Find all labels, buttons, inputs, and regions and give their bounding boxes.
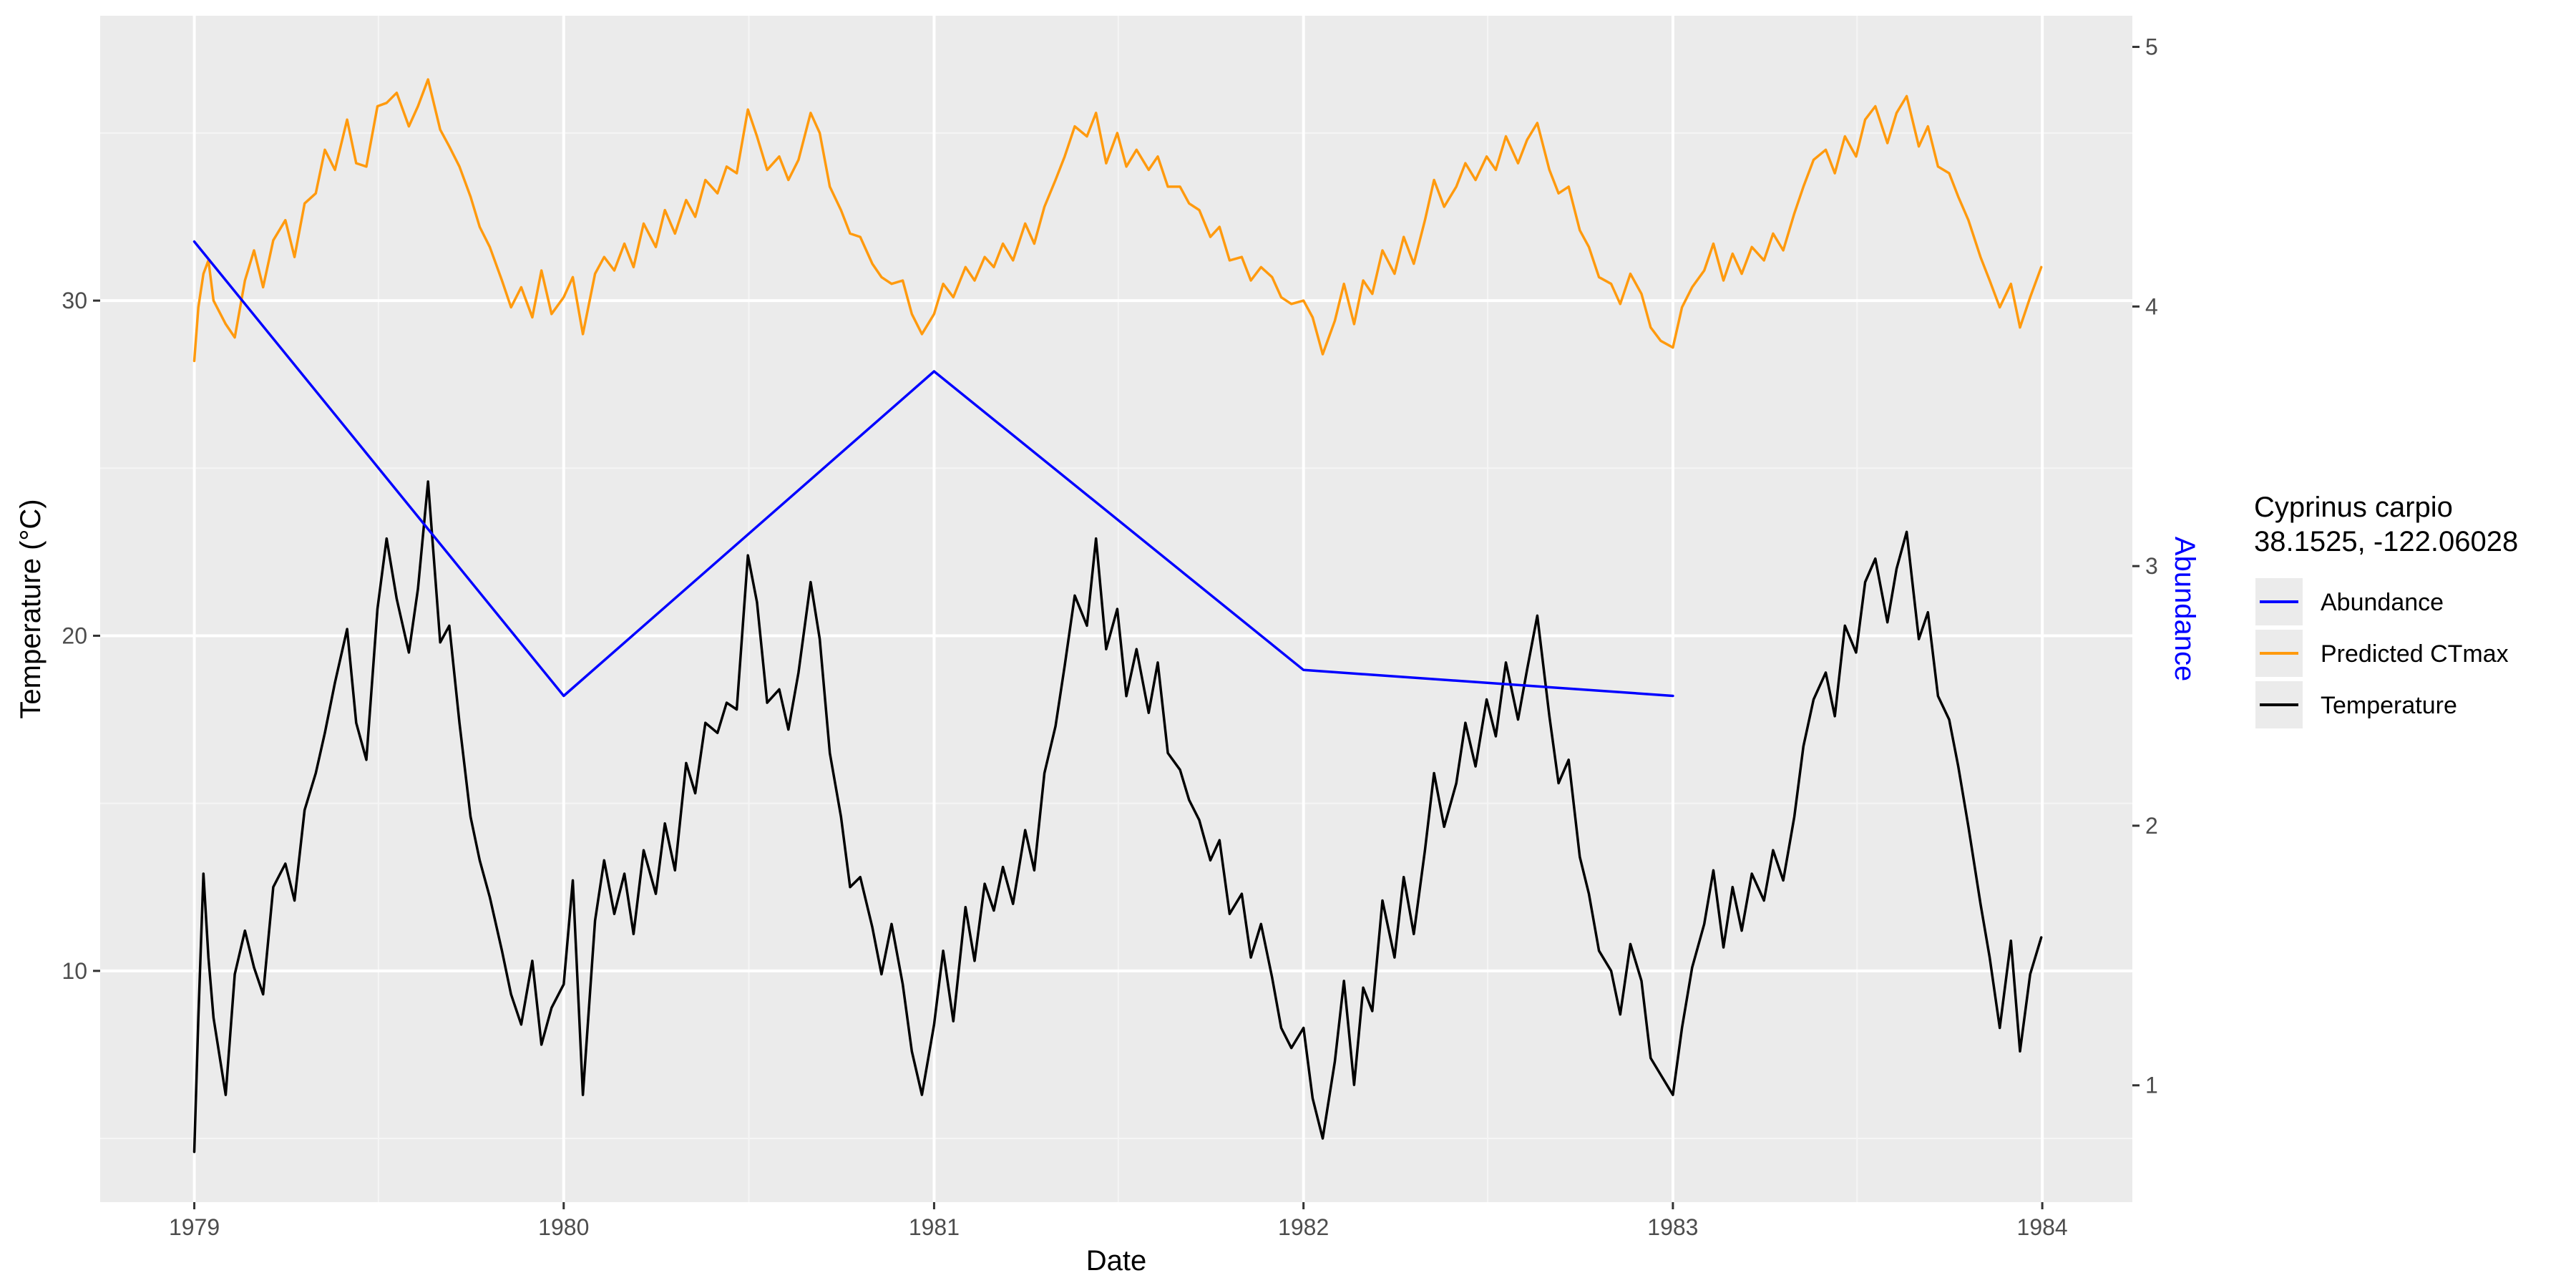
y2-tick-label: 1 xyxy=(2145,1073,2158,1098)
y-tick-label: 10 xyxy=(62,958,87,984)
y2-tick-label: 5 xyxy=(2145,34,2158,60)
axes: 10 20 30 1979 1980 1981 1982 1983 1984 1 2 3 4 5 xyxy=(62,34,2157,1240)
x-tick-label: 1980 xyxy=(538,1214,589,1240)
x-tick-label: 1982 xyxy=(1278,1214,1329,1240)
x-tick-label: 1984 xyxy=(2017,1214,2068,1240)
x-tick-label: 1981 xyxy=(909,1214,960,1240)
y2-tick-label: 2 xyxy=(2145,813,2158,839)
y2-axis-title: Abundance xyxy=(2169,537,2200,681)
legend-label-abundance: Abundance xyxy=(2321,589,2444,616)
y2-tick-label: 4 xyxy=(2145,293,2158,319)
series-line-abundance xyxy=(192,240,1674,698)
legend: Cyprinus carpio 38.1525, -122.06028 Abun… xyxy=(2254,492,2518,728)
legend-title-line-1: Cyprinus carpio xyxy=(2254,492,2453,523)
legend-label-temperature: Temperature xyxy=(2321,692,2457,719)
series-line-temperature xyxy=(192,480,2043,1153)
y-tick-label: 30 xyxy=(62,288,87,313)
series-line-predicted-ctmax xyxy=(192,78,2043,363)
y-axis-title: Temperature (°C) xyxy=(15,499,47,718)
y2-tick-label: 3 xyxy=(2145,553,2158,579)
x-axis-title: Date xyxy=(1086,1245,1147,1277)
x-tick-label: 1979 xyxy=(169,1214,220,1240)
legend-label-predicted-ctmax: Predicted CTmax xyxy=(2321,640,2509,668)
y-tick-label: 20 xyxy=(62,623,87,648)
series-layer xyxy=(192,78,2043,1153)
x-tick-label: 1983 xyxy=(1647,1214,1698,1240)
legend-title-line-2: 38.1525, -122.06028 xyxy=(2254,526,2518,557)
